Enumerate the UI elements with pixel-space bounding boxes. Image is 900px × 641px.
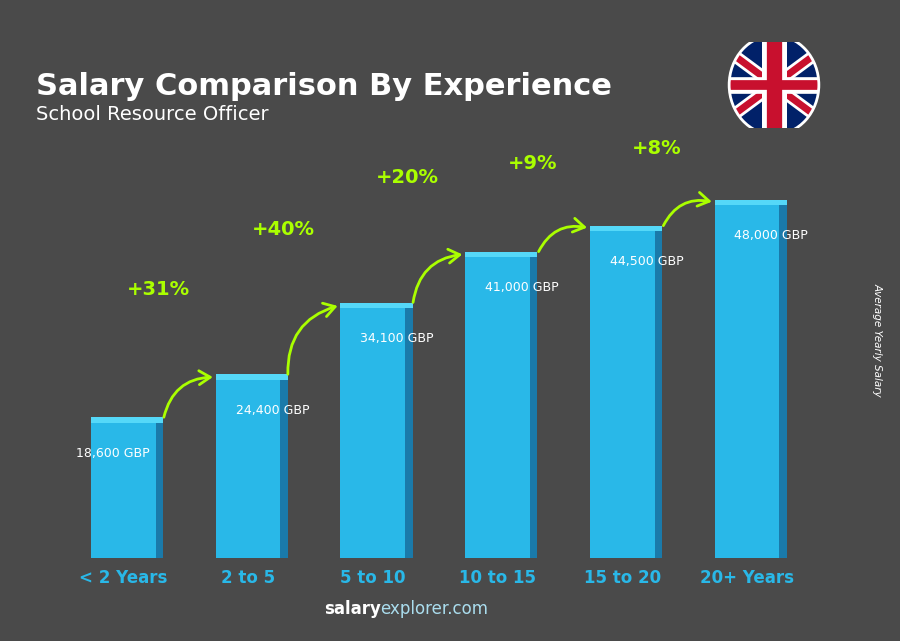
Text: +8%: +8% — [633, 139, 682, 158]
Bar — [779, 203, 787, 558]
Bar — [216, 377, 281, 558]
Bar — [91, 420, 156, 558]
Bar — [530, 254, 537, 558]
Text: explorer.com: explorer.com — [381, 600, 489, 618]
Text: 18,600 GBP: 18,600 GBP — [76, 447, 149, 460]
Bar — [715, 199, 787, 205]
Bar — [340, 305, 405, 558]
Text: +40%: +40% — [251, 221, 314, 239]
Text: 41,000 GBP: 41,000 GBP — [485, 281, 559, 294]
Text: +20%: +20% — [376, 169, 439, 187]
Text: salary: salary — [324, 600, 381, 618]
Bar — [715, 203, 779, 558]
FancyArrowPatch shape — [288, 303, 335, 374]
Bar — [340, 303, 413, 308]
Bar — [590, 226, 662, 231]
Bar — [91, 417, 163, 422]
FancyArrowPatch shape — [663, 192, 709, 226]
Bar — [281, 377, 288, 558]
FancyArrowPatch shape — [413, 249, 460, 303]
Bar — [465, 254, 530, 558]
Text: 44,500 GBP: 44,500 GBP — [609, 255, 683, 268]
Bar — [465, 251, 537, 256]
Bar — [156, 420, 163, 558]
Bar — [590, 228, 654, 558]
FancyArrowPatch shape — [538, 219, 584, 251]
Bar — [405, 305, 413, 558]
Text: Salary Comparison By Experience: Salary Comparison By Experience — [36, 72, 612, 101]
Bar — [216, 374, 288, 379]
Text: +9%: +9% — [508, 154, 557, 172]
Text: 24,400 GBP: 24,400 GBP — [236, 404, 309, 417]
Bar — [654, 228, 662, 558]
FancyArrowPatch shape — [164, 370, 211, 417]
Text: +31%: +31% — [127, 279, 190, 299]
Text: Average Yearly Salary: Average Yearly Salary — [872, 283, 883, 397]
Text: 34,100 GBP: 34,100 GBP — [360, 332, 434, 345]
Text: 48,000 GBP: 48,000 GBP — [734, 229, 808, 242]
Text: School Resource Officer: School Resource Officer — [36, 104, 268, 124]
